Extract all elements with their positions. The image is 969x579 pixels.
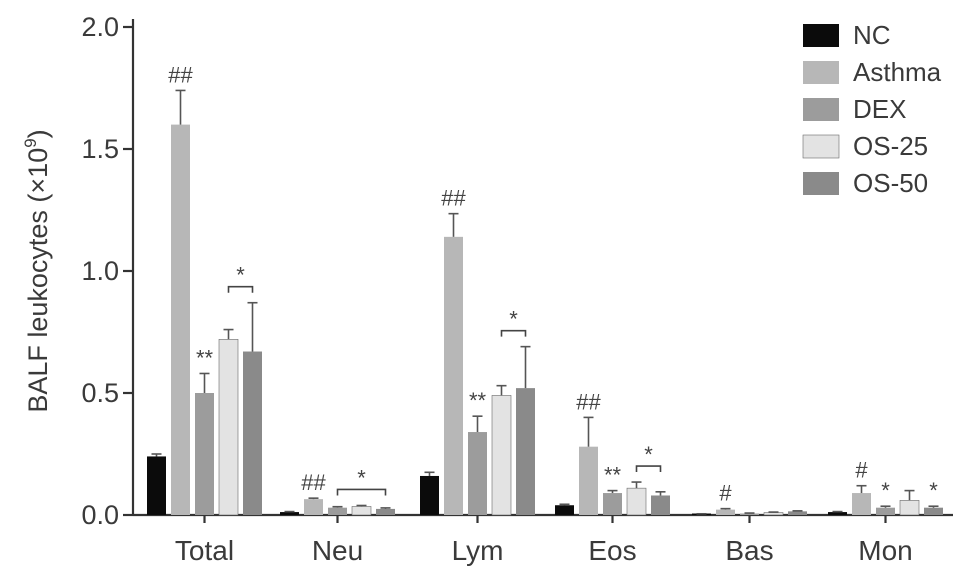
y-axis-title-superscript: 9 [21, 138, 40, 147]
bar [280, 512, 299, 515]
y-tick-label: 1.0 [81, 256, 119, 286]
x-tick-label: Lym [452, 535, 504, 566]
y-axis: 0.0 0.5 1.0 1.5 2.0 [81, 12, 135, 530]
bar [491, 395, 512, 516]
legend-swatch [802, 134, 840, 159]
x-tick-label: Eos [588, 535, 636, 566]
bar [171, 124, 190, 515]
significance-mark: ## [168, 62, 193, 87]
legend-label: OS-25 [853, 131, 928, 161]
x-axis: Total Neu Lym Eos Bas Mon [133, 513, 953, 566]
bar [555, 505, 574, 515]
significance-mark: ## [576, 389, 601, 414]
significance-mark: ** [469, 388, 487, 413]
x-tick-label: Mon [858, 535, 912, 566]
bar [876, 507, 895, 515]
y-tick-label: 0.0 [81, 500, 119, 530]
x-tick-label: Total [175, 535, 234, 566]
bracket-mark: * [509, 307, 518, 332]
significance-mark: * [881, 478, 890, 503]
significance-mark: ## [441, 186, 466, 211]
legend-swatch [803, 172, 839, 195]
bar [763, 512, 784, 516]
y-tick-label: 0.5 [81, 378, 119, 408]
legend-label: OS-50 [853, 168, 928, 198]
significance-bracket [227, 285, 254, 293]
significance-annotations: ##**####** ##**##* ***** [168, 62, 938, 505]
bar [328, 507, 347, 515]
bar [195, 393, 214, 515]
significance-mark: * [929, 478, 938, 503]
significance-mark: ** [196, 345, 214, 370]
bar [740, 513, 759, 515]
bar [788, 511, 807, 515]
bracket-mark: * [357, 465, 366, 490]
bar [579, 446, 598, 515]
bar [304, 499, 323, 515]
bar [420, 475, 439, 515]
legend-label: NC [853, 20, 891, 50]
legend-label: DEX [853, 94, 906, 124]
legend-swatch [803, 98, 839, 121]
significance-mark: ## [301, 470, 326, 495]
y-axis-title-close: ) [23, 129, 53, 138]
legend: NC Asthma DEX OS-25 OS-50 [802, 20, 942, 198]
significance-mark: # [855, 458, 868, 483]
bar [243, 351, 262, 515]
bar [351, 506, 372, 516]
bar [626, 487, 647, 516]
significance-mark: # [719, 481, 732, 506]
y-tick-label: 1.5 [81, 134, 119, 164]
bar [444, 236, 463, 515]
significance-bracket [500, 329, 527, 337]
bar [651, 495, 670, 515]
bar [899, 500, 920, 516]
bracket-mark: * [236, 263, 245, 288]
legend-label: Asthma [853, 57, 942, 87]
significance-mark: ** [604, 463, 622, 488]
significance-bracket [336, 488, 387, 496]
bar [716, 509, 735, 515]
legend-swatch [803, 24, 839, 47]
bar [468, 432, 487, 515]
bar [376, 508, 395, 515]
significance-bracket [635, 465, 662, 473]
bar [924, 507, 943, 515]
bar [828, 512, 847, 515]
y-axis-title: BALF leukocytes (×109) [21, 129, 53, 412]
legend-swatch [803, 61, 839, 84]
bar [147, 456, 166, 515]
y-axis-title-text: BALF leukocytes (×10 [23, 148, 53, 413]
error-bars [151, 89, 939, 515]
x-tick-label: Neu [312, 535, 363, 566]
x-tick-label: Bas [725, 535, 773, 566]
bracket-mark: * [644, 442, 653, 467]
bar [516, 388, 535, 515]
bar [603, 493, 622, 515]
bar [852, 493, 871, 515]
bars [147, 124, 943, 516]
y-tick-label: 2.0 [81, 12, 119, 42]
bar [218, 339, 239, 516]
